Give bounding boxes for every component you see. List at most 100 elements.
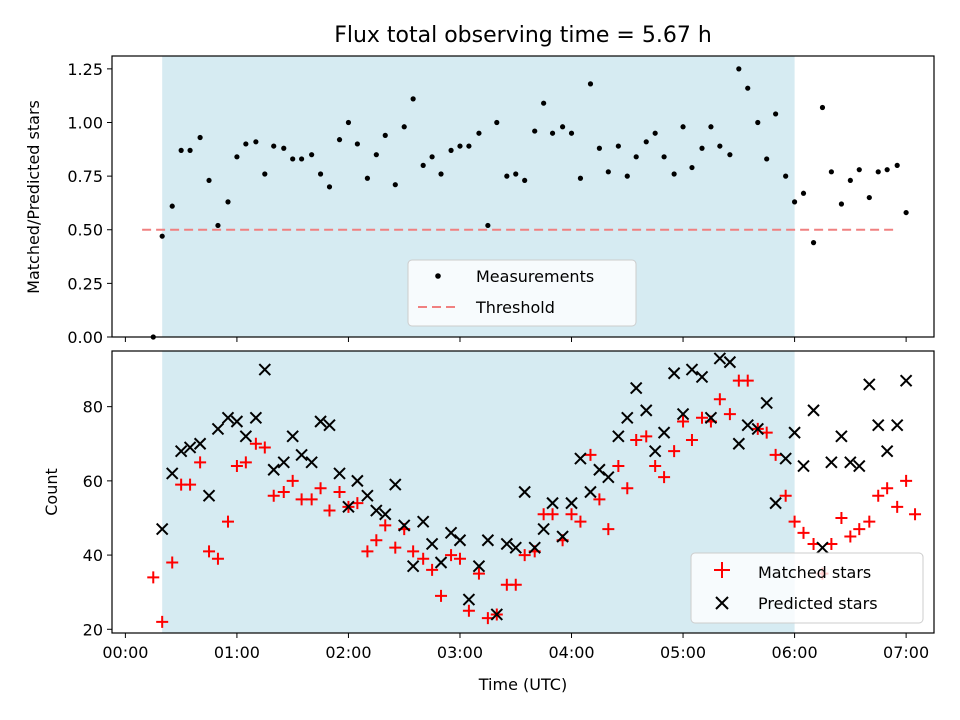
predicted-star-point	[221, 411, 235, 424]
predicted-star-point	[704, 411, 718, 424]
predicted-star-point	[546, 496, 559, 510]
measurement-point	[197, 134, 203, 141]
legend-marker-measurements	[435, 273, 441, 279]
matched-star-point	[230, 460, 243, 473]
predicted-star-point	[769, 496, 782, 510]
measurement-point	[755, 119, 761, 126]
measurement-point	[894, 162, 900, 168]
measurement-point	[466, 143, 472, 149]
predicted-star-point	[760, 396, 773, 410]
matched-star-point	[184, 478, 197, 491]
measurement-point	[596, 145, 603, 151]
predicted-star-point	[425, 537, 439, 551]
measurement-point	[671, 171, 677, 177]
flux-ratio-panel: 0.00 0.25 0.50 0.75 1.00 1.25 Matched/Predict…	[24, 55, 935, 347]
predicted-star-point	[751, 422, 764, 436]
predicted-star-point	[211, 422, 225, 436]
matched-star-point	[649, 460, 662, 473]
y-tick-label: 80	[83, 398, 103, 417]
predicted-star-point	[295, 448, 308, 462]
measurement-point	[373, 152, 379, 158]
x-tick-label: 01:00	[214, 643, 260, 662]
predicted-star-point	[434, 556, 448, 569]
measurement-point	[549, 130, 556, 136]
matched-star-point	[509, 578, 522, 591]
predicted-star-point	[584, 485, 597, 499]
predicted-star-point	[648, 444, 662, 458]
measurement-point	[336, 137, 343, 143]
predicted-star-point	[239, 430, 253, 443]
measurement-point	[541, 100, 547, 106]
matched-star-point	[835, 511, 848, 524]
matched-star-point	[713, 393, 726, 406]
measurement-point	[847, 177, 853, 184]
matched-star-point	[370, 534, 383, 547]
measurement-point	[476, 130, 482, 136]
x-axis-label: Time (UTC)	[478, 675, 567, 694]
predicted-star-point	[880, 444, 894, 458]
y-tick-label: 0.75	[67, 167, 103, 186]
predicted-star-point	[500, 537, 514, 551]
matched-star-point	[658, 471, 671, 484]
predicted-star-point	[202, 489, 216, 502]
legend-marker-predicted	[715, 596, 729, 610]
predicted-star-point	[333, 467, 346, 480]
measurement-point	[438, 171, 444, 177]
predicted-star-point	[323, 419, 336, 432]
measurement-point	[615, 143, 621, 149]
legend-box	[407, 259, 637, 327]
measurement-point	[587, 81, 594, 87]
predicted-star-point	[462, 593, 476, 606]
measurement-point	[429, 154, 435, 160]
measurement-point	[884, 167, 890, 173]
predicted-star-point	[741, 419, 754, 432]
measurement-point	[624, 173, 630, 179]
matched-star-point	[462, 604, 475, 617]
predicted-star-point	[621, 411, 634, 424]
measurement-point	[215, 222, 221, 229]
matched-star-point	[314, 482, 327, 495]
measurement-point	[699, 145, 705, 151]
matched-star-point	[417, 552, 430, 565]
predicted-star-point	[890, 419, 904, 432]
predicted-star-point	[844, 456, 857, 469]
predicted-star-point	[788, 426, 801, 439]
predicted-star-point	[314, 415, 327, 428]
predicted-star-point	[807, 404, 820, 417]
matched-star-point	[677, 415, 690, 428]
y-axis-label: Matched/Predicted stars	[24, 100, 43, 294]
measurement-point	[532, 128, 538, 134]
y-axis-label: Count	[42, 468, 61, 516]
measurement-point	[271, 143, 277, 149]
predicted-star-point	[657, 426, 671, 439]
matched-star-point	[640, 430, 653, 443]
matched-star-point	[696, 411, 709, 424]
matched-star-point	[668, 445, 681, 458]
predicted-star-point	[537, 522, 550, 536]
predicted-star-point	[593, 463, 606, 476]
measurement-point	[791, 199, 798, 205]
measurement-point	[243, 141, 249, 147]
predicted-star-point	[444, 526, 458, 540]
measurement-point	[568, 130, 575, 136]
predicted-star-point	[556, 530, 569, 543]
predicted-star-point	[305, 456, 318, 469]
matched-star-point	[472, 567, 485, 580]
measurement-point	[382, 132, 388, 138]
matched-star-point	[323, 504, 336, 517]
measurement-point	[299, 156, 305, 162]
legend-label-threshold: Threshold	[475, 298, 555, 317]
y-tick-label: 1.25	[67, 60, 103, 79]
predicted-star-point	[183, 441, 197, 454]
y-tick-label: 60	[83, 472, 103, 491]
matched-star-point	[277, 486, 290, 498]
measurement-point	[643, 139, 649, 145]
matched-star-point	[166, 556, 179, 569]
measurement-point	[764, 156, 770, 162]
matched-star-point	[788, 515, 801, 528]
y-tick-label: 0.00	[67, 328, 103, 347]
predicted-star-point	[286, 430, 299, 443]
predicted-star-point	[155, 522, 169, 536]
measurement-point	[159, 233, 165, 239]
